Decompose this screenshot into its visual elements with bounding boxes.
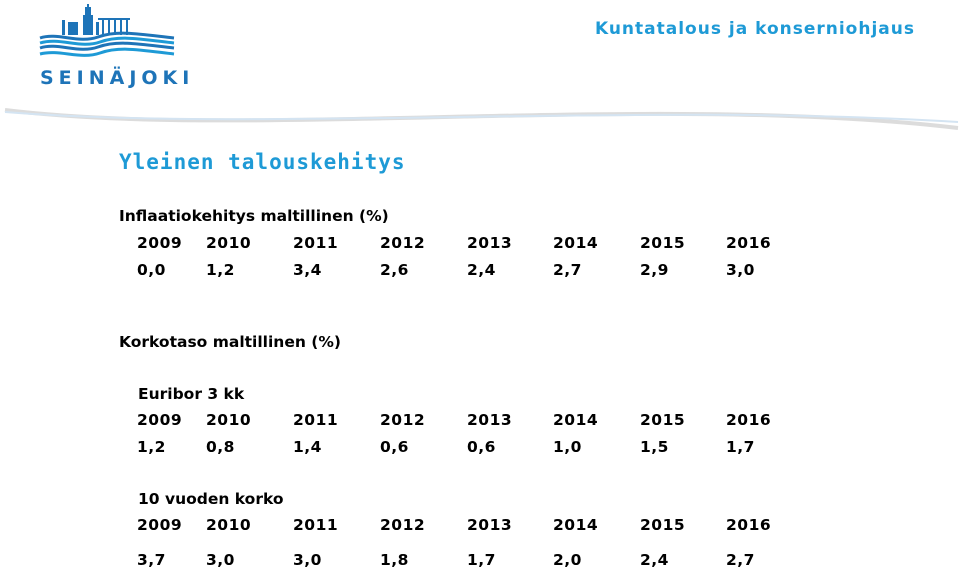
year-cell: 2009: [137, 234, 183, 252]
year-cell: 2011: [293, 516, 339, 534]
value-cell: 2,0: [553, 551, 582, 569]
value-cell: 2,9: [640, 261, 669, 279]
year-cell: 2015: [640, 411, 686, 429]
value-cell: 0,6: [380, 438, 409, 456]
ten-year-years-row: 2009 2010 2011 2012 2013 2014 2015 2016: [0, 516, 960, 536]
year-cell: 2013: [467, 516, 513, 534]
city-skyline-icon: [39, 4, 175, 57]
ten-year-heading: 10 vuoden korko: [138, 490, 284, 508]
year-cell: 2009: [137, 411, 183, 429]
page-title: Yleinen talouskehitys: [119, 150, 406, 174]
value-cell: 3,4: [293, 261, 322, 279]
year-cell: 2012: [380, 411, 426, 429]
inflation-heading: Inflaatiokehitys maltillinen (%): [119, 207, 389, 225]
value-cell: 0,6: [467, 438, 496, 456]
euribor-years-row: 2009 2010 2011 2012 2013 2014 2015 2016: [0, 411, 960, 431]
value-cell: 1,2: [206, 261, 235, 279]
year-cell: 2012: [380, 234, 426, 252]
year-cell: 2016: [726, 411, 772, 429]
year-cell: 2015: [640, 234, 686, 252]
value-cell: 1,2: [137, 438, 166, 456]
value-cell: 3,7: [137, 551, 166, 569]
year-cell: 2010: [206, 516, 252, 534]
inflation-years-row: 2009 2010 2011 2012 2013 2014 2015 2016: [0, 234, 960, 254]
ten-year-values-row: 3,7 3,0 3,0 1,8 1,7 2,0 2,4 2,7: [0, 551, 960, 571]
header-swoosh: [4, 108, 959, 130]
value-cell: 2,4: [467, 261, 496, 279]
year-cell: 2010: [206, 234, 252, 252]
year-cell: 2012: [380, 516, 426, 534]
value-cell: 3,0: [206, 551, 235, 569]
value-cell: 2,7: [553, 261, 582, 279]
value-cell: 3,0: [293, 551, 322, 569]
year-cell: 2011: [293, 411, 339, 429]
value-cell: 2,4: [640, 551, 669, 569]
value-cell: 1,0: [553, 438, 582, 456]
year-cell: 2015: [640, 516, 686, 534]
year-cell: 2014: [553, 411, 599, 429]
year-cell: 2013: [467, 234, 513, 252]
year-cell: 2011: [293, 234, 339, 252]
euribor-heading: Euribor 3 kk: [138, 385, 245, 403]
seinajoki-logo: SEINÄJOKI: [38, 4, 195, 92]
year-cell: 2013: [467, 411, 513, 429]
value-cell: 1,8: [380, 551, 409, 569]
value-cell: 2,7: [726, 551, 755, 569]
inflation-values-row: 0,0 1,2 3,4 2,6 2,4 2,7 2,9 3,0: [0, 261, 960, 281]
year-cell: 2009: [137, 516, 183, 534]
value-cell: 1,4: [293, 438, 322, 456]
value-cell: 2,6: [380, 261, 409, 279]
value-cell: 1,7: [467, 551, 496, 569]
year-cell: 2016: [726, 516, 772, 534]
value-cell: 1,5: [640, 438, 669, 456]
year-cell: 2014: [553, 234, 599, 252]
year-cell: 2014: [553, 516, 599, 534]
logo-wordmark: SEINÄJOKI: [40, 67, 195, 89]
value-cell: 0,8: [206, 438, 235, 456]
interest-heading: Korkotaso maltillinen (%): [119, 333, 341, 351]
header-title: Kuntatalous ja konserniohjaus: [594, 19, 915, 39]
value-cell: 0,0: [137, 261, 166, 279]
value-cell: 1,7: [726, 438, 755, 456]
year-cell: 2016: [726, 234, 772, 252]
year-cell: 2010: [206, 411, 252, 429]
value-cell: 3,0: [726, 261, 755, 279]
euribor-values-row: 1,2 0,8 1,4 0,6 0,6 1,0 1,5 1,7: [0, 438, 960, 458]
